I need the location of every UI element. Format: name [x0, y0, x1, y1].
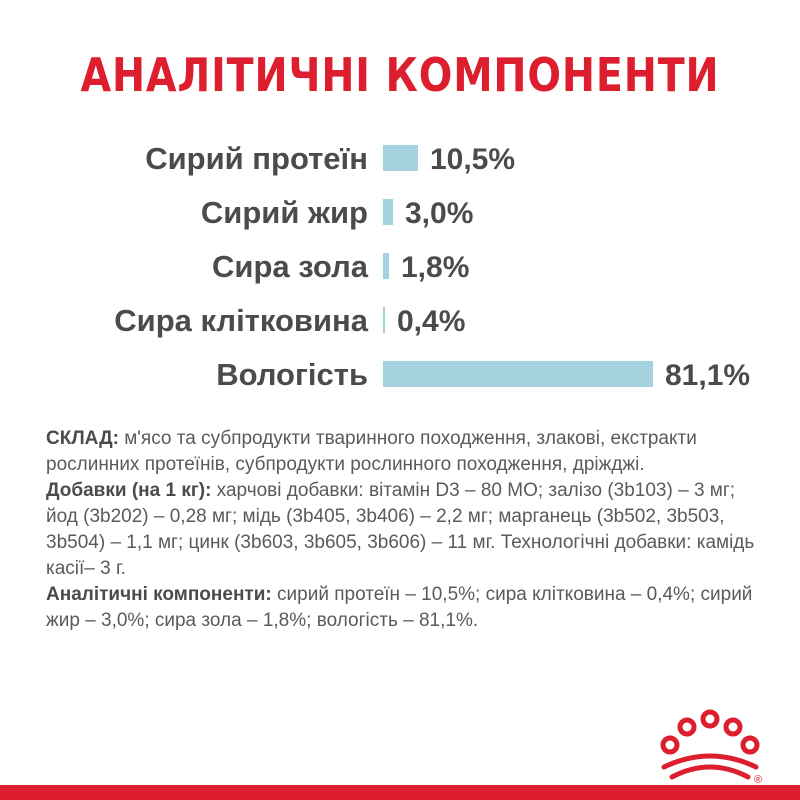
bar: [383, 199, 393, 225]
value-label: 1,8%: [401, 251, 469, 284]
category-label: Сирий жир: [201, 195, 368, 230]
category-label: Сира зола: [212, 249, 369, 284]
additives-label: Добавки (на 1 кг):: [46, 480, 212, 501]
value-label: 0,4%: [397, 305, 465, 338]
analytical-paragraph: Аналітичні компоненти: сирий протеїн – 1…: [46, 582, 766, 634]
value-label: 3,0%: [405, 197, 473, 230]
page-title: АНАЛІТИЧНІ КОМПОНЕНТИ: [80, 48, 720, 102]
analytical-bar-chart: Сирий протеїн 10,5% Сирий жир 3,0% Сира зола…: [114, 141, 750, 392]
category-label: Сира клітковина: [114, 303, 368, 338]
value-label: 10,5%: [430, 143, 515, 176]
bar: [383, 361, 653, 387]
analytical-label: Аналітичні компоненти:: [46, 584, 272, 605]
category-label: Сирий протеїн: [145, 141, 368, 176]
brand-bottom-bar: [0, 785, 800, 800]
composition-value: м'ясо та субпродукти тваринного походжен…: [46, 428, 697, 475]
additives-value: харчові добавки: вітамін D3 – 80 МО; зал…: [46, 480, 755, 579]
value-label: 81,1%: [665, 359, 750, 392]
additives-paragraph: Добавки (на 1 кг): харчові добавки: віта…: [46, 478, 766, 582]
composition-paragraph: СКЛАД: м'ясо та субпродукти тваринного п…: [46, 426, 766, 478]
bar: [383, 145, 418, 171]
registered-mark: ®: [754, 774, 762, 785]
analytical-value: сирий протеїн – 10,5%; сира клітковина –…: [46, 584, 753, 631]
bar: [383, 307, 385, 333]
crown-icon: ®: [660, 709, 762, 785]
bar: [383, 253, 389, 279]
composition-text: СКЛАД: м'ясо та субпродукти тваринного п…: [46, 426, 766, 634]
category-label: Вологість: [216, 357, 368, 392]
composition-label: СКЛАД:: [46, 428, 119, 449]
